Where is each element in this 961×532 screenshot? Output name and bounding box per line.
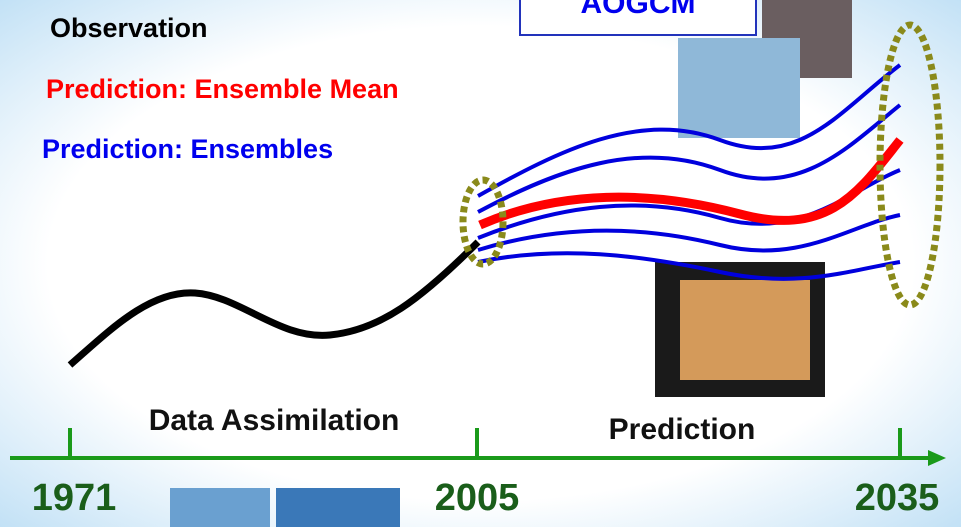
model-label: AOGCM bbox=[581, 0, 696, 20]
year-label: 1971 bbox=[32, 477, 117, 519]
phase-label: Prediction bbox=[609, 413, 756, 446]
map-image bbox=[678, 38, 800, 138]
slide: Observation Prediction: Ensemble Mean Pr… bbox=[0, 0, 961, 527]
photo bbox=[170, 488, 270, 527]
legend-observation: Observation bbox=[50, 13, 208, 43]
photo bbox=[276, 488, 400, 527]
legend-ensemble-mean: Prediction: Ensemble Mean bbox=[46, 74, 399, 104]
phase-label: Data Assimilation bbox=[149, 404, 400, 437]
legend-ensembles: Prediction: Ensembles bbox=[42, 134, 333, 164]
year-label: 2005 bbox=[435, 477, 520, 519]
simulation-map bbox=[680, 280, 810, 380]
year-label: 2035 bbox=[855, 477, 940, 519]
